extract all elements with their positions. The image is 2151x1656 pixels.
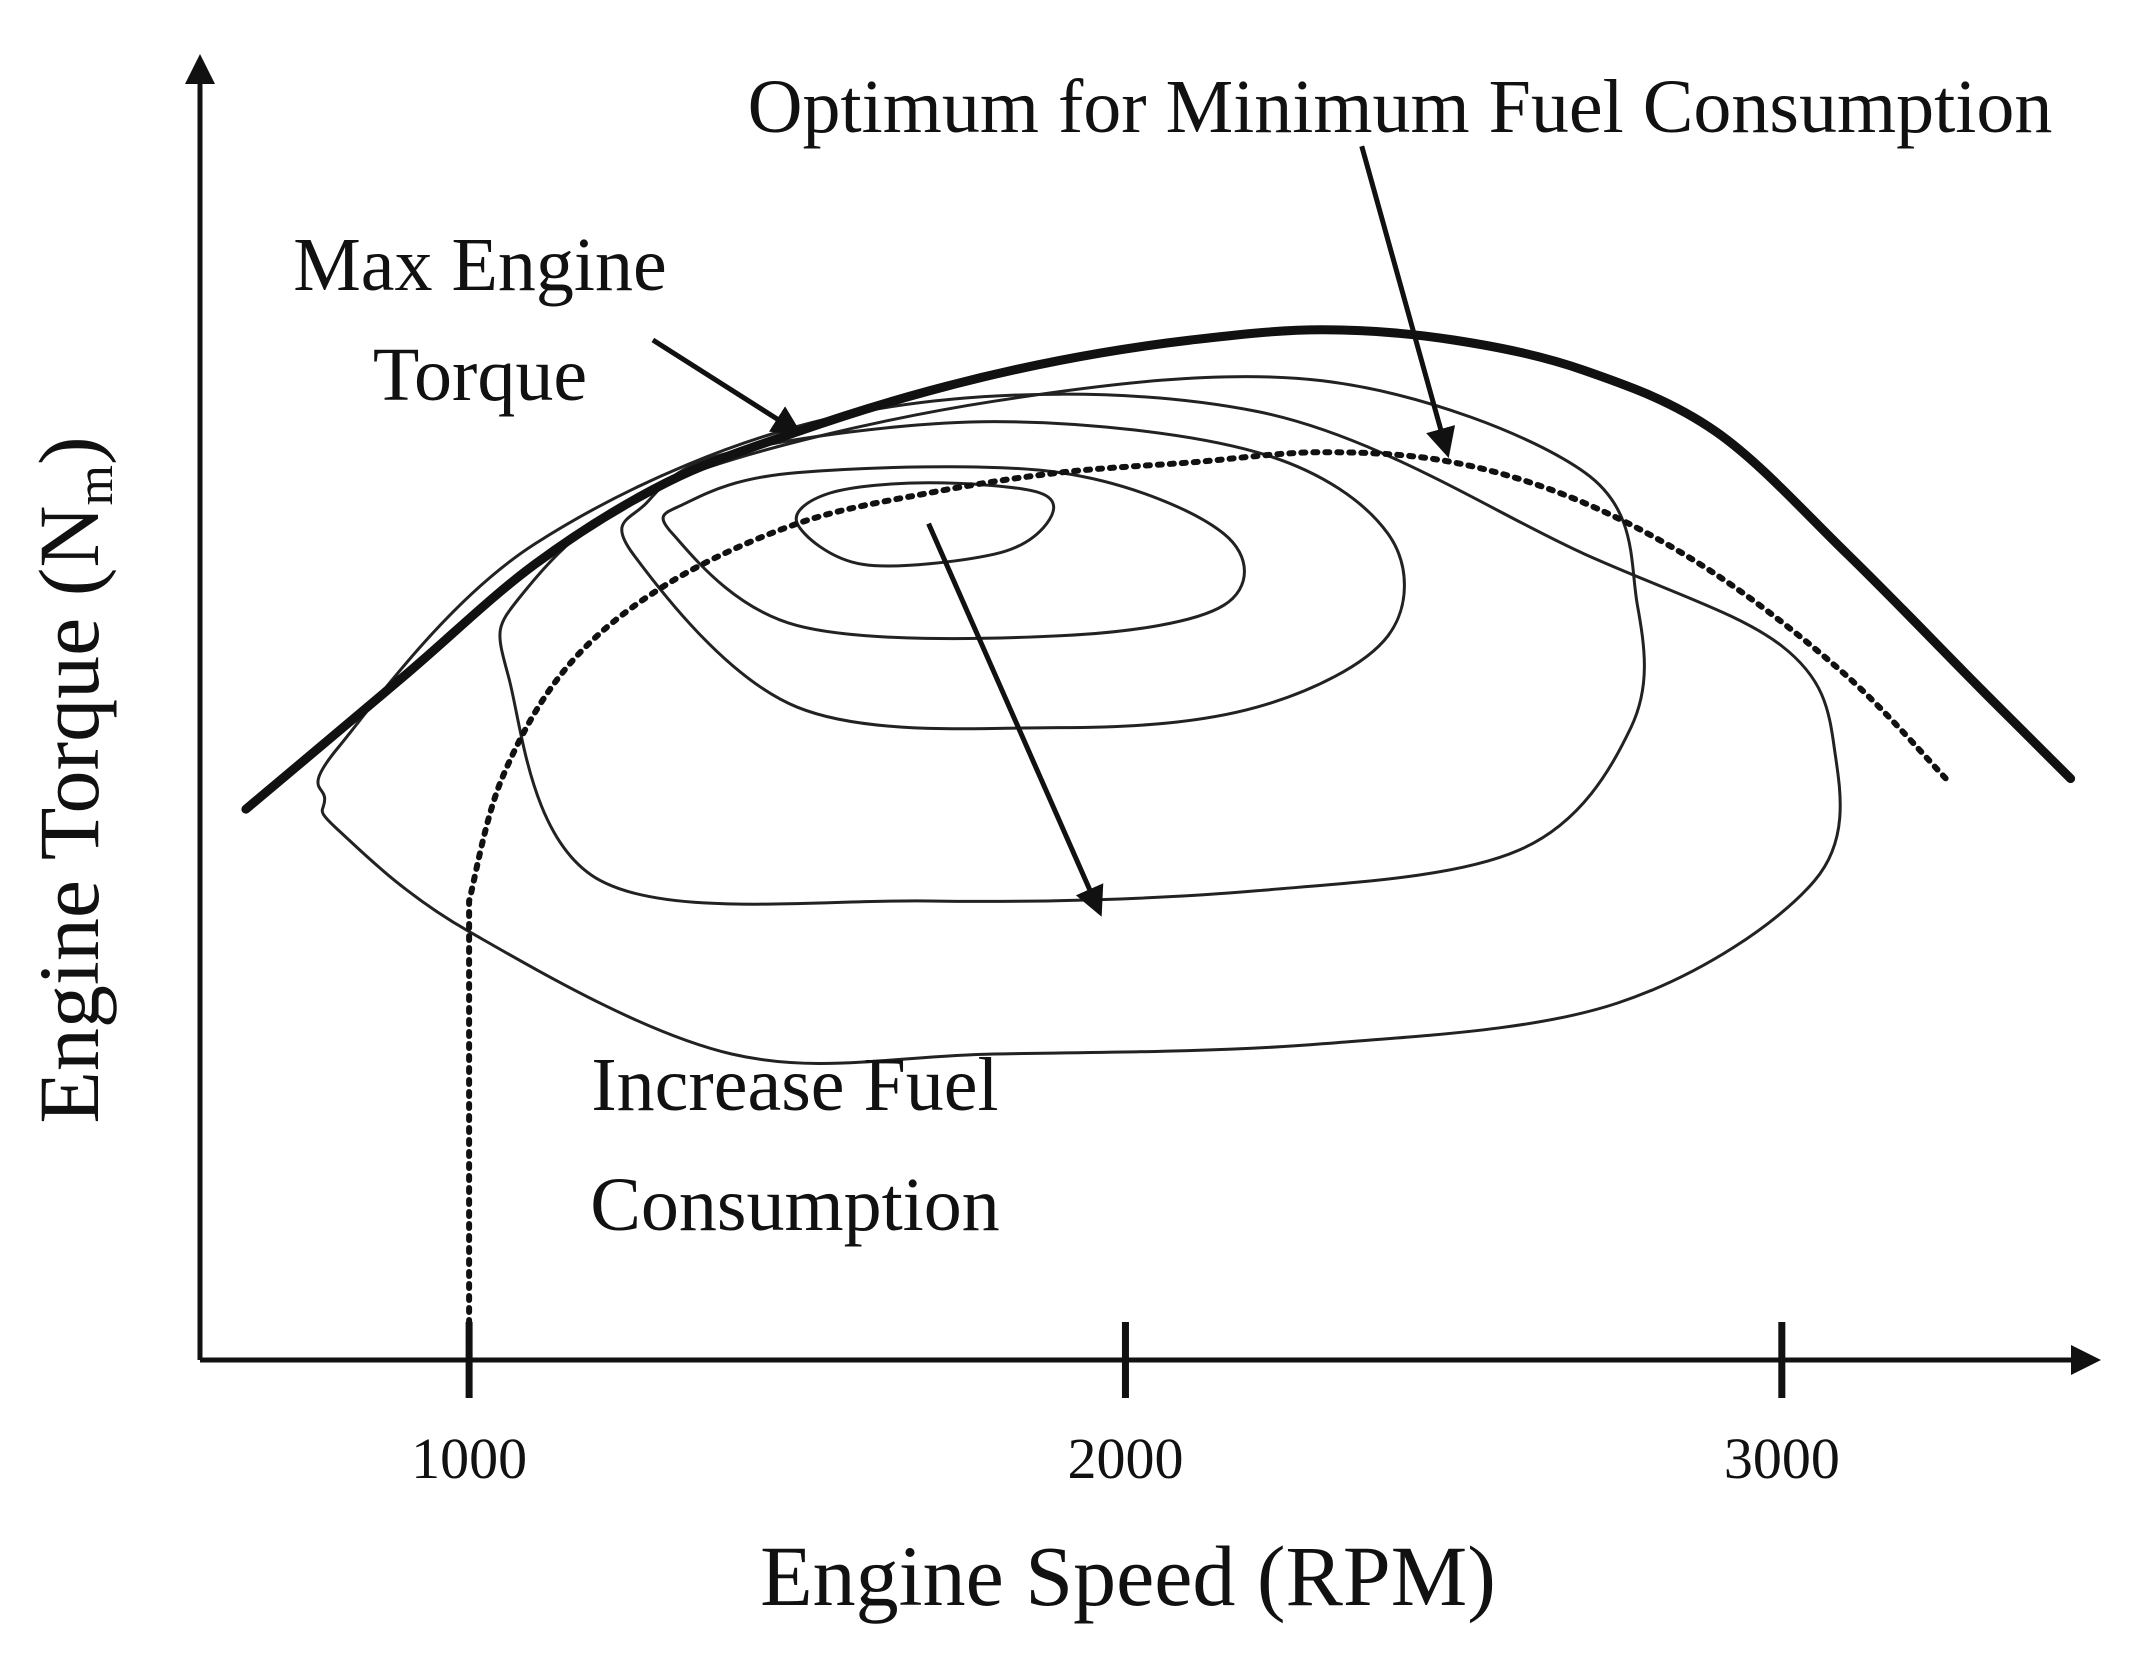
increase-label-line-1: Increase Fuel — [591, 1043, 998, 1127]
optimum-fuel-curve — [466, 449, 1949, 1363]
increase-label-line-2: Consumption — [590, 1163, 1000, 1247]
x-axis-label: Engine Speed (RPM) — [760, 1528, 1496, 1624]
y-axis-label-main: Engine Torque (N — [21, 505, 117, 1123]
contour-1 — [316, 392, 1842, 1065]
x-tick-label-2000: 2000 — [1067, 1426, 1183, 1491]
x-tick-label-3000: 3000 — [1724, 1426, 1840, 1491]
annotations: Max Engine Torque Optimum for Minimum Fuel… — [293, 65, 2052, 1247]
max-torque-arrow — [651, 337, 803, 436]
contour-2 — [498, 375, 1646, 906]
fuel-contours — [316, 375, 1842, 1065]
y-axis-label-subscript: m — [67, 465, 124, 505]
max-torque-label-line-2: Torque — [373, 333, 587, 417]
increase-arrow — [926, 522, 1104, 917]
max-torque-curve — [241, 325, 2076, 814]
optimum-arrow — [1359, 145, 1456, 458]
max-torque-label-line-1: Max Engine — [293, 223, 667, 307]
y-axis-label: Engine Torque (Nm) — [21, 436, 124, 1123]
y-axis-label-close: ) — [21, 436, 117, 465]
series-lines — [241, 325, 2076, 1363]
contour-4 — [661, 465, 1246, 641]
x-tick-label-1000: 1000 — [411, 1426, 527, 1491]
axes: 1000 2000 3000 — [185, 54, 2101, 1491]
optimum-label-line-1: Optimum for Minimum Fuel Consumption — [748, 65, 2053, 149]
contour-5 — [794, 481, 1056, 568]
